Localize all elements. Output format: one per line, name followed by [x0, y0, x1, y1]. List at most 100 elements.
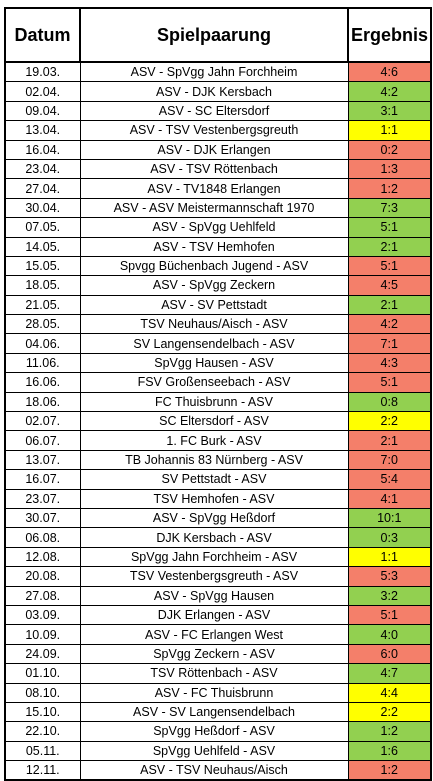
cell-match: FSV Großenseebach - ASV: [79, 372, 349, 393]
table-row: 12.08. SpVgg Jahn Forchheim - ASV 1:1: [4, 546, 432, 568]
cell-result: 5:1: [347, 255, 432, 277]
cell-match: ASV - TSV Röttenbach: [79, 158, 349, 180]
table-row: 30.07. ASV - SpVgg Heßdorf 10:1: [4, 507, 432, 529]
header-result: Ergebnis: [347, 7, 432, 63]
table-row: 16.07. SV Pettstadt - ASV 5:4: [4, 469, 432, 490]
cell-result: 3:1: [347, 100, 432, 122]
cell-match: ASV - DJK Erlangen: [79, 139, 349, 160]
table-row: 13.04. ASV - TSV Vestenbergsgreuth 1:1: [4, 120, 432, 141]
cell-date: 04.06.: [4, 333, 81, 354]
results-body: 19.03. ASV - SpVgg Jahn Forchheim 4:6 02.04…: [4, 61, 432, 781]
cell-match: DJK Erlangen - ASV: [79, 604, 349, 626]
table-row: 12.11. ASV - TSV Neuhaus/Aisch 1:2: [4, 760, 432, 781]
cell-date: 28.05.: [4, 314, 81, 335]
cell-date: 24.09.: [4, 643, 81, 665]
cell-date: 16.07.: [4, 469, 81, 490]
header-row: Datum Spielpaarung Ergebnis: [4, 7, 432, 63]
table-row: 06.08. DJK Kersbach - ASV 0:3: [4, 527, 432, 548]
cell-date: 02.07.: [4, 411, 81, 432]
cell-match: ASV - TV1848 Erlangen: [79, 178, 349, 199]
table-row: 19.03. ASV - SpVgg Jahn Forchheim 4:6: [4, 61, 432, 83]
cell-date: 10.09.: [4, 624, 81, 645]
cell-match: TSV Neuhaus/Aisch - ASV: [79, 314, 349, 335]
cell-date: 03.09.: [4, 604, 81, 626]
cell-match: FC Thuisbrunn - ASV: [79, 391, 349, 413]
cell-result: 5:3: [347, 566, 432, 587]
results-table: Datum Spielpaarung Ergebnis 19.03. ASV - …: [4, 7, 432, 781]
cell-match: ASV - SpVgg Zeckern: [79, 275, 349, 296]
cell-match: SC Eltersdorf - ASV: [79, 411, 349, 432]
cell-match: SpVgg Zeckern - ASV: [79, 643, 349, 665]
table-row: 13.07. TB Johannis 83 Nürnberg - ASV 7:0: [4, 449, 432, 471]
cell-result: 3:2: [347, 585, 432, 606]
table-row: 24.09. SpVgg Zeckern - ASV 6:0: [4, 643, 432, 665]
cell-result: 1:1: [347, 546, 432, 568]
cell-date: 06.07.: [4, 430, 81, 451]
cell-date: 13.04.: [4, 120, 81, 141]
cell-match: ASV - ASV Meistermannschaft 1970: [79, 197, 349, 219]
cell-date: 18.05.: [4, 275, 81, 296]
cell-date: 20.08.: [4, 566, 81, 587]
cell-result: 5:1: [347, 372, 432, 393]
cell-date: 22.10.: [4, 721, 81, 742]
cell-date: 12.08.: [4, 546, 81, 568]
table-row: 01.10. TSV Röttenbach - ASV 4:7: [4, 663, 432, 684]
cell-date: 12.11.: [4, 760, 81, 781]
cell-match: TSV Vestenbergsgreuth - ASV: [79, 566, 349, 587]
table-row: 02.07. SC Eltersdorf - ASV 2:2: [4, 411, 432, 432]
cell-match: ASV - SV Langensendelbach: [79, 701, 349, 723]
cell-match: SV Pettstadt - ASV: [79, 469, 349, 490]
cell-date: 23.04.: [4, 158, 81, 180]
table-row: 27.08. ASV - SpVgg Hausen 3:2: [4, 585, 432, 606]
table-row: 20.08. TSV Vestenbergsgreuth - ASV 5:3: [4, 566, 432, 587]
cell-result: 1:3: [347, 158, 432, 180]
cell-result: 1:2: [347, 178, 432, 199]
cell-match: SpVgg Jahn Forchheim - ASV: [79, 546, 349, 568]
cell-date: 09.04.: [4, 100, 81, 122]
cell-date: 14.05.: [4, 236, 81, 257]
cell-result: 4:5: [347, 275, 432, 296]
cell-date: 16.04.: [4, 139, 81, 160]
cell-match: ASV - SC Eltersdorf: [79, 100, 349, 122]
cell-match: ASV - FC Erlangen West: [79, 624, 349, 645]
table-row: 08.10. ASV - FC Thuisbrunn 4:4: [4, 682, 432, 703]
cell-match: TSV Hemhofen - ASV: [79, 488, 349, 509]
cell-match: ASV - TSV Vestenbergsgreuth: [79, 120, 349, 141]
cell-date: 13.07.: [4, 449, 81, 471]
cell-date: 27.04.: [4, 178, 81, 199]
cell-date: 21.05.: [4, 294, 81, 316]
cell-result: 4:0: [347, 624, 432, 645]
cell-date: 15.10.: [4, 701, 81, 723]
cell-result: 1:6: [347, 740, 432, 762]
cell-result: 2:1: [347, 294, 432, 316]
table-row: 11.06. SpVgg Hausen - ASV 4:3: [4, 352, 432, 374]
cell-match: ASV - SpVgg Heßdorf: [79, 507, 349, 529]
cell-result: 6:0: [347, 643, 432, 665]
cell-result: 1:1: [347, 120, 432, 141]
cell-result: 4:4: [347, 682, 432, 703]
cell-result: 2:1: [347, 236, 432, 257]
cell-date: 19.03.: [4, 61, 81, 83]
table-row: 02.04. ASV - DJK Kersbach 4:2: [4, 81, 432, 102]
cell-match: TSV Röttenbach - ASV: [79, 663, 349, 684]
cell-match: SpVgg Uehlfeld - ASV: [79, 740, 349, 762]
results-sheet: Datum Spielpaarung Ergebnis 19.03. ASV - …: [4, 7, 432, 781]
cell-result: 7:1: [347, 333, 432, 354]
cell-match: SpVgg Hausen - ASV: [79, 352, 349, 374]
cell-result: 1:2: [347, 760, 432, 781]
table-row: 07.05. ASV - SpVgg Uehlfeld 5:1: [4, 217, 432, 238]
table-row: 05.11. SpVgg Uehlfeld - ASV 1:6: [4, 740, 432, 762]
cell-match: ASV - TSV Neuhaus/Aisch: [79, 760, 349, 781]
cell-result: 5:4: [347, 469, 432, 490]
cell-result: 4:1: [347, 488, 432, 509]
cell-result: 2:2: [347, 411, 432, 432]
table-row: 27.04. ASV - TV1848 Erlangen 1:2: [4, 178, 432, 199]
cell-date: 30.07.: [4, 507, 81, 529]
table-row: 30.04. ASV - ASV Meistermannschaft 1970 7:…: [4, 197, 432, 219]
table-row: 21.05. ASV - SV Pettstadt 2:1: [4, 294, 432, 316]
cell-date: 08.10.: [4, 682, 81, 703]
cell-date: 02.04.: [4, 81, 81, 102]
cell-result: 1:2: [347, 721, 432, 742]
cell-date: 01.10.: [4, 663, 81, 684]
cell-result: 4:6: [347, 61, 432, 83]
